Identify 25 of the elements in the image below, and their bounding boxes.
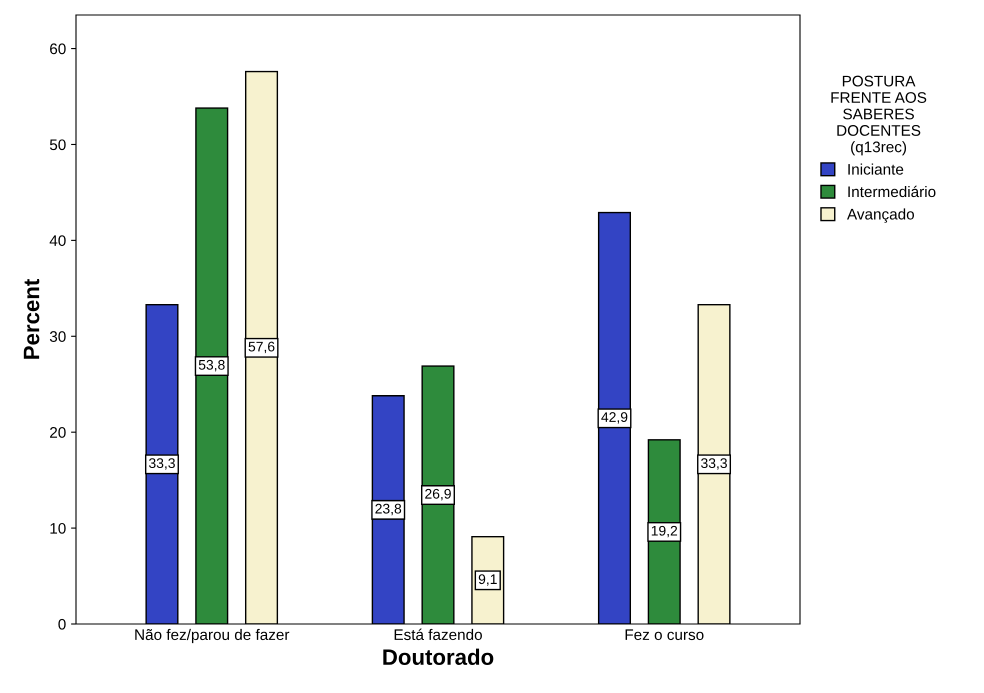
y-tick-label: 60 <box>50 43 66 54</box>
y-tick-label: 20 <box>50 427 66 438</box>
data-label: 26,9 <box>425 488 451 500</box>
y-tick-label: 50 <box>50 139 66 150</box>
x-tick-label: Não fez/parou de fazer <box>135 628 290 644</box>
data-label: 42,9 <box>601 412 628 424</box>
x-tick-label: Está fazendo <box>394 628 482 640</box>
legend-title: POSTURA FRENTE AOS SABERES DOCENTES (q13rec) <box>831 76 926 156</box>
y-tick-label: 10 <box>50 522 66 534</box>
y-tick-label: 0 <box>58 618 66 630</box>
y-axis-title: Percent <box>24 279 40 359</box>
y-tick-label: 30 <box>50 331 66 342</box>
data-label: 9,1 <box>478 574 497 586</box>
x-axis-title: Doutorado <box>383 648 494 665</box>
y-tick-label: 40 <box>50 235 66 246</box>
x-tick-label: Fez o curso <box>626 629 704 640</box>
data-label: 57,6 <box>248 342 274 354</box>
legend-label: Intermediário <box>848 186 936 198</box>
data-label: 23,8 <box>375 504 402 516</box>
data-label: 33,3 <box>148 458 175 470</box>
data-label: 53,8 <box>198 360 225 372</box>
legend-label: Iniciante <box>848 164 904 175</box>
legend-label: Avançado <box>846 208 914 223</box>
data-label: 33,3 <box>701 458 727 470</box>
data-label: 19,2 <box>652 526 678 538</box>
